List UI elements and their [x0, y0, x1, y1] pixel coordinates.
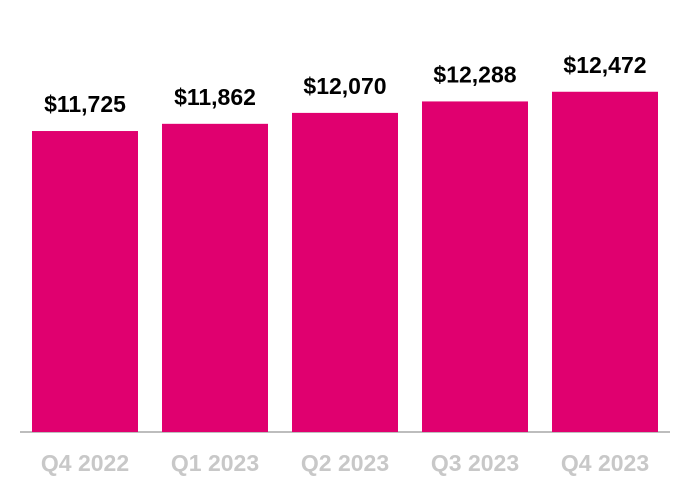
value-label: $11,725 [44, 91, 126, 117]
x-tick-label: Q3 2023 [431, 450, 519, 476]
bar [552, 91, 658, 432]
value-label: $11,862 [174, 84, 256, 110]
bar [292, 112, 398, 433]
bar [422, 101, 528, 433]
x-tick-label: Q2 2023 [301, 450, 389, 476]
x-tick-label: Q4 2022 [41, 450, 129, 476]
x-tick-label: Q1 2023 [171, 450, 259, 476]
value-label: $12,070 [303, 73, 386, 99]
value-label: $12,288 [433, 62, 516, 88]
bar [32, 131, 138, 432]
x-tick-label: Q4 2023 [561, 450, 649, 476]
bar [162, 123, 268, 432]
value-label: $12,472 [563, 52, 646, 78]
